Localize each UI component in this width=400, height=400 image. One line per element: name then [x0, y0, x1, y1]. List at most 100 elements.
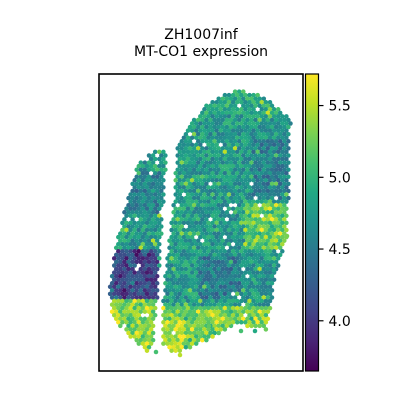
expression-spot [249, 174, 254, 180]
expression-spot [206, 107, 211, 112]
expression-spot [224, 295, 230, 300]
expression-spot [136, 320, 142, 325]
expression-spot [247, 213, 252, 219]
expression-spot [195, 231, 201, 236]
expression-spot [284, 192, 289, 197]
expression-spot [228, 295, 234, 300]
expression-spot [128, 241, 133, 247]
expression-spot [183, 252, 189, 258]
expression-spot [222, 192, 228, 197]
expression-spot [257, 231, 262, 236]
expression-spot [189, 142, 195, 148]
expression-spot [173, 213, 178, 219]
expression-spot [144, 241, 150, 247]
expression-spot [222, 305, 228, 311]
expression-spot [146, 160, 152, 165]
expression-spot [243, 249, 248, 254]
expression-spot [261, 266, 267, 272]
expression-spot [150, 210, 156, 215]
expression-spot [138, 323, 144, 329]
expression-spot [275, 114, 281, 119]
expression-spot [214, 156, 219, 162]
expression-spot [204, 252, 209, 258]
expression-spot [263, 156, 269, 162]
expression-spot [265, 309, 271, 314]
expression-spot [222, 241, 228, 247]
expression-spot [245, 259, 250, 265]
expression-spot [236, 117, 242, 123]
expression-spot [198, 284, 203, 290]
expression-spot [284, 128, 289, 133]
expression-spot [191, 238, 197, 243]
expression-spot [181, 270, 187, 275]
expression-spot [189, 256, 195, 261]
expression-spot [271, 227, 277, 233]
expression-spot [195, 160, 201, 165]
expression-spot [173, 199, 178, 204]
expression-spot [189, 291, 195, 297]
expression-spot [136, 213, 142, 219]
expression-spot [195, 174, 201, 180]
expression-spot [245, 295, 250, 300]
expression-spot [140, 199, 146, 204]
expression-spot [191, 231, 197, 236]
expression-spot [157, 170, 162, 176]
expression-spot [275, 220, 281, 226]
expression-spot [200, 188, 205, 194]
expression-spot [171, 217, 176, 222]
expression-spot [214, 121, 219, 126]
expression-spot [232, 252, 238, 258]
expression-spot [214, 305, 219, 311]
expression-spot [236, 259, 242, 265]
expression-spot [241, 195, 246, 201]
expression-spot [220, 124, 226, 130]
expression-spot [177, 320, 183, 325]
expression-spot [150, 195, 156, 201]
expression-spot [183, 202, 189, 208]
expression-spot [193, 263, 199, 268]
expression-spot [210, 170, 215, 176]
expression-spot [202, 249, 207, 254]
expression-spot [136, 291, 142, 297]
expression-spot [228, 103, 234, 109]
expression-spot [257, 131, 262, 137]
expression-spot [275, 185, 281, 190]
expression-spot [249, 266, 254, 272]
expression-spot [249, 153, 254, 158]
expression-spot [220, 153, 226, 158]
expression-spot [247, 135, 252, 140]
expression-spot [206, 327, 211, 332]
expression-spot [271, 234, 277, 240]
expression-spot [259, 185, 265, 190]
expression-spot [241, 103, 246, 109]
expression-spot [263, 277, 269, 282]
expression-spot [142, 174, 148, 180]
expression-spot [120, 256, 125, 261]
expression-spot [208, 146, 213, 151]
expression-spot [175, 266, 180, 272]
expression-spot [198, 234, 203, 240]
expression-spot [187, 337, 193, 343]
expression-spot [175, 252, 180, 258]
expression-spot [247, 256, 252, 261]
expression-spot [120, 320, 125, 325]
expression-spot [173, 284, 178, 290]
expression-spot [200, 160, 205, 165]
expression-spot [128, 277, 133, 282]
expression-spot [132, 199, 137, 204]
expression-spot [234, 128, 240, 133]
expression-spot [218, 192, 224, 197]
expression-spot [206, 263, 211, 268]
expression-spot [261, 316, 267, 322]
expression-spot [275, 199, 281, 204]
expression-spot [187, 167, 193, 172]
expression-spot [198, 163, 203, 169]
expression-spot [136, 256, 142, 261]
expression-spot [175, 188, 180, 194]
expression-spot [204, 124, 209, 130]
expression-spot [275, 121, 281, 126]
expression-spot [128, 327, 133, 332]
expression-spot [175, 224, 180, 229]
expression-spot [241, 217, 246, 222]
expression-spot [210, 142, 215, 148]
